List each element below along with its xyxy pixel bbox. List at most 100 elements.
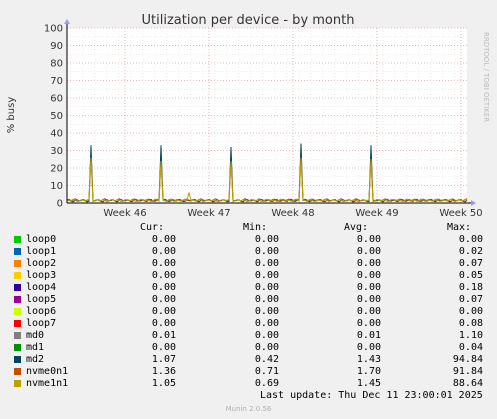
legend-label: md2 [26, 354, 45, 365]
munin-version: Munin 2.0.56 [225, 405, 272, 413]
legend-avg: 0.00 [356, 282, 381, 293]
legend-cur: 1.05 [151, 378, 176, 389]
y-tick-label: 20 [50, 164, 63, 175]
legend-cur: 1.07 [151, 354, 176, 365]
legend-row-loop3: loop3 0.00 0.00 0.00 0.05 [0, 270, 497, 282]
legend-cur: 0.00 [151, 294, 176, 305]
legend-avg: 0.00 [356, 258, 381, 269]
legend-label: loop7 [26, 318, 57, 329]
legend-cur: 0.00 [151, 234, 176, 245]
y-tick-label: 0 [57, 199, 63, 210]
x-tick-label: Week 47 [187, 208, 230, 219]
legend-min: 0.42 [254, 354, 279, 365]
legend-min: 0.00 [254, 318, 279, 329]
legend-avg: 0.00 [356, 246, 381, 257]
legend-swatch [14, 260, 21, 267]
legend-max: 0.05 [458, 270, 483, 281]
legend-label: loop2 [26, 258, 57, 269]
legend-max: 0.02 [458, 246, 483, 257]
y-axis-label: % busy [6, 97, 17, 134]
legend-swatch [14, 308, 21, 315]
legend-label: nvme1n1 [26, 378, 69, 389]
legend-header-cur: Cur: [140, 222, 165, 233]
legend-max: 94.84 [452, 354, 483, 365]
legend-swatch [14, 248, 21, 255]
legend-min: 0.71 [254, 366, 279, 377]
legend-row-md0: md0 0.01 0.00 0.01 1.10 [0, 330, 497, 342]
legend-min: 0.00 [254, 282, 279, 293]
legend-row-loop1: loop1 0.00 0.00 0.00 0.02 [0, 246, 497, 258]
legend-avg: 1.43 [356, 354, 381, 365]
legend-label: loop0 [26, 234, 57, 245]
legend-avg: 0.00 [356, 294, 381, 305]
legend-row-md1: md1 0.00 0.00 0.00 0.04 [0, 342, 497, 354]
y-tick-label: 70 [50, 76, 63, 87]
y-tick-label: 60 [50, 94, 63, 105]
legend-label: loop4 [26, 282, 57, 293]
legend-swatch [14, 296, 21, 303]
legend-avg: 1.45 [356, 378, 381, 389]
x-tick-label: Week 49 [355, 208, 398, 219]
legend-swatch [14, 236, 21, 243]
chart-title: Utilization per device - by month [142, 13, 355, 28]
legend-max: 1.10 [458, 330, 483, 341]
legend-header-min: Min: [243, 222, 268, 233]
legend-max: 0.07 [458, 294, 483, 305]
y-axis-arrow [64, 19, 70, 24]
legend-min: 0.00 [254, 234, 279, 245]
x-axis-arrow [471, 200, 476, 206]
y-tick-label: 40 [50, 129, 63, 140]
x-tick-labels: Week 46 Week 47 Week 48 Week 49 Week 50 [103, 208, 482, 219]
legend-row-md2: md2 1.07 0.42 1.43 94.84 [0, 354, 497, 366]
y-tick-label: 50 [50, 111, 63, 122]
x-tick-label: Week 50 [439, 208, 482, 219]
legend-swatch [14, 284, 21, 291]
legend-avg: 0.00 [356, 342, 381, 353]
y-tick-label: 30 [50, 146, 63, 157]
legend-swatch [14, 356, 21, 363]
legend-cur: 0.00 [151, 342, 176, 353]
legend-max: 0.00 [458, 234, 483, 245]
x-tick-label: Week 46 [103, 208, 146, 219]
legend-avg: 0.01 [356, 330, 381, 341]
legend-swatch [14, 320, 21, 327]
legend-avg: 0.00 [356, 234, 381, 245]
y-tick-label: 90 [50, 41, 63, 52]
y-tick-label: 100 [44, 24, 63, 35]
legend-min: 0.00 [254, 306, 279, 317]
legend-avg: 0.00 [356, 270, 381, 281]
legend-cur: 0.00 [151, 306, 176, 317]
legend-avg: 1.70 [356, 366, 381, 377]
legend-row-loop0: loop0 0.00 0.00 0.00 0.00 [0, 234, 497, 246]
legend-row-loop2: loop2 0.00 0.00 0.00 0.07 [0, 258, 497, 270]
legend-min: 0.00 [254, 246, 279, 257]
legend-cur: 0.00 [151, 318, 176, 329]
legend-min: 0.00 [254, 294, 279, 305]
legend-swatch [14, 380, 21, 387]
legend-min: 0.69 [254, 378, 279, 389]
legend-swatch [14, 344, 21, 351]
legend-min: 0.00 [254, 270, 279, 281]
legend-max: 91.84 [452, 366, 483, 377]
legend-avg: 0.00 [356, 318, 381, 329]
series-line-nvme1n1 [66, 157, 468, 203]
legend-header-max: Max: [447, 222, 472, 233]
legend-max: 0.18 [458, 282, 483, 293]
legend-max: 0.00 [458, 306, 483, 317]
legend-header: Cur: Min: Avg: Max: [0, 222, 497, 234]
legend-cur: 0.00 [151, 282, 176, 293]
legend-max: 0.04 [458, 342, 483, 353]
legend-cur: 0.00 [151, 270, 176, 281]
legend-min: 0.00 [254, 342, 279, 353]
legend-header-avg: Avg: [344, 222, 369, 233]
legend-label: loop6 [26, 306, 57, 317]
legend-swatch [14, 368, 21, 375]
rrdtool-side-label: RRDTOOL / TOBI OETIKER [482, 32, 490, 122]
legend-swatch [14, 272, 21, 279]
y-tick-labels: 0 10 20 30 40 50 60 70 80 90 100 [44, 24, 63, 210]
y-tick-label: 80 [50, 59, 63, 70]
legend-label: loop5 [26, 294, 57, 305]
legend-max: 0.08 [458, 318, 483, 329]
legend-cur: 0.00 [151, 258, 176, 269]
legend-max: 0.07 [458, 258, 483, 269]
